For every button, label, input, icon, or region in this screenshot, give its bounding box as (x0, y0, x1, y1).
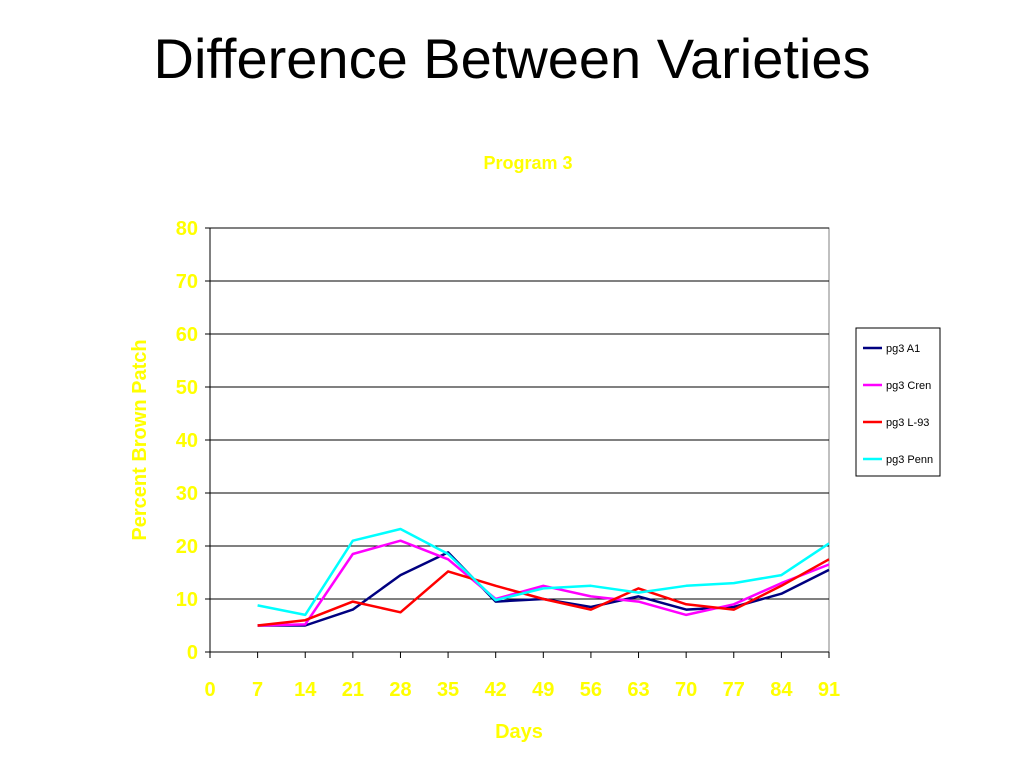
gridlines (210, 227, 829, 600)
series-line-pg3-cren (257, 539, 830, 627)
y-tick-label: 50 (176, 377, 198, 399)
x-tick-label: 42 (485, 679, 507, 701)
y-axis: 0 10 20 30 40 50 60 70 80 (176, 218, 211, 664)
legend-label: pg3 L-93 (886, 417, 929, 429)
y-tick-label: 80 (176, 218, 198, 240)
y-axis-label: Percent Brown Patch (129, 339, 151, 540)
x-tick-label: 14 (294, 679, 317, 701)
legend: pg3 A1 pg3 Cren pg3 L-93 pg3 Penn (855, 327, 941, 477)
x-tick-label: 0 (204, 679, 215, 701)
x-tick-label: 56 (580, 679, 602, 701)
series-line-pg3-penn (257, 527, 830, 617)
y-tick-label: 40 (176, 430, 198, 452)
x-tick-label: 63 (627, 679, 649, 701)
legend-label: pg3 Penn (886, 454, 933, 466)
series-lines (257, 527, 830, 627)
legend-label: pg3 A1 (886, 343, 920, 355)
chart-title: Program 3 (483, 153, 572, 173)
x-tick-label: 7 (252, 679, 263, 701)
x-axis: 0 7 14 21 28 35 42 49 56 63 70 77 84 91 (204, 651, 840, 701)
y-tick-label: 30 (176, 483, 198, 505)
y-tick-label: 10 (176, 589, 198, 611)
x-tick-label: 70 (675, 679, 697, 701)
x-tick-label: 28 (389, 679, 411, 701)
y-tick-label: 0 (187, 642, 198, 664)
y-tick-label: 20 (176, 536, 198, 558)
x-tick-label: 84 (770, 679, 793, 701)
x-tick-label: 49 (532, 679, 554, 701)
x-tick-label: 35 (437, 679, 459, 701)
y-tick-label: 70 (176, 271, 198, 293)
legend-box (855, 327, 941, 477)
series-line-pg3-l-93 (257, 558, 830, 627)
x-tick-label: 91 (818, 679, 840, 701)
x-tick-label: 77 (723, 679, 745, 701)
y-tick-label: 60 (176, 324, 198, 346)
legend-label: pg3 Cren (886, 380, 931, 392)
slide-title: Difference Between Varieties (153, 27, 871, 90)
x-axis-label: Days (495, 721, 543, 743)
x-tick-label: 21 (342, 679, 364, 701)
